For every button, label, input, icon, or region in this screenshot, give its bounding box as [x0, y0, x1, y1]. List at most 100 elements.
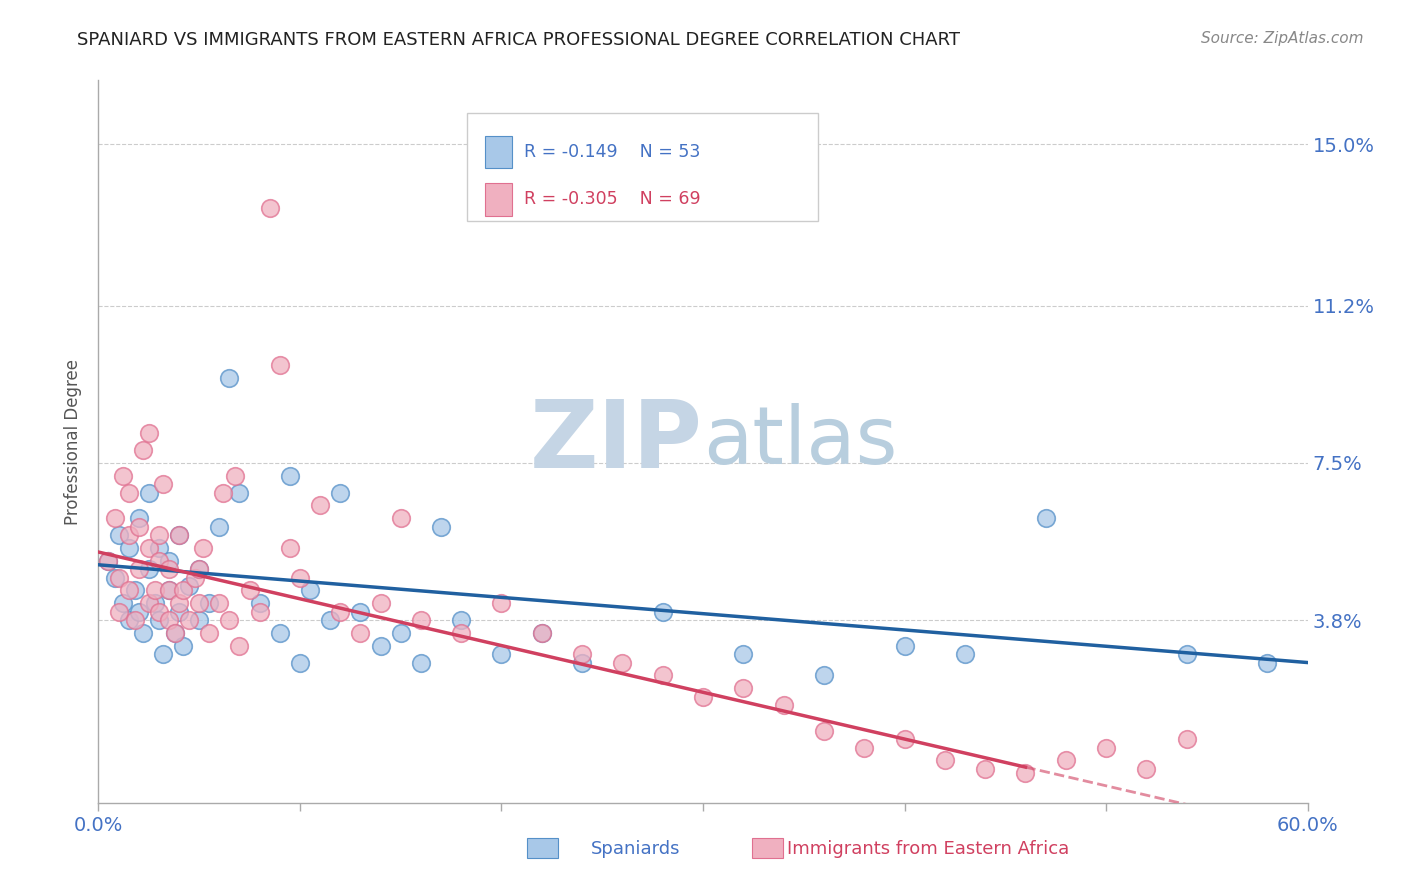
Point [172, 639, 194, 653]
Point [167, 605, 190, 619]
Point [450, 625, 472, 640]
Point [152, 477, 174, 491]
Point [370, 596, 392, 610]
Point [208, 519, 231, 533]
Point [148, 605, 170, 619]
Point [228, 485, 250, 500]
Point [269, 358, 291, 372]
Point [224, 468, 246, 483]
Point [733, 647, 755, 661]
Point [132, 625, 155, 640]
Point [228, 639, 250, 653]
Point [208, 596, 231, 610]
Point [163, 625, 186, 640]
Point [118, 528, 141, 542]
Point [450, 613, 472, 627]
Point [111, 596, 134, 610]
Point [184, 570, 207, 584]
Point [148, 553, 170, 567]
Point [138, 425, 160, 440]
Point [1175, 732, 1198, 747]
Point [157, 553, 180, 567]
Point [124, 613, 146, 627]
Point [97, 553, 120, 567]
Point [278, 468, 301, 483]
Point [167, 596, 190, 610]
Point [530, 625, 553, 640]
Point [198, 596, 221, 610]
Point [491, 596, 513, 610]
Point [138, 562, 160, 576]
Point [813, 668, 835, 682]
Point [188, 562, 211, 576]
Text: Source: ZipAtlas.com: Source: ZipAtlas.com [1201, 31, 1364, 46]
Text: Immigrants from Eastern Africa: Immigrants from Eastern Africa [787, 840, 1070, 858]
Point [239, 583, 262, 598]
Point [288, 570, 311, 584]
Point [107, 528, 129, 542]
Point [167, 528, 190, 542]
Point [430, 519, 453, 533]
Point [249, 605, 271, 619]
Point [218, 371, 240, 385]
Point [1035, 511, 1057, 525]
Point [107, 605, 129, 619]
Point [128, 511, 150, 525]
Point [103, 570, 125, 584]
Point [143, 583, 166, 598]
Point [103, 511, 125, 525]
Point [409, 656, 432, 670]
Point [179, 579, 201, 593]
Point [128, 519, 150, 533]
Point [853, 740, 876, 755]
Point [612, 656, 634, 670]
Text: ZIP: ZIP [530, 395, 703, 488]
Point [143, 596, 166, 610]
Point [118, 485, 141, 500]
Point [138, 485, 160, 500]
Point [157, 562, 180, 576]
Point [1095, 740, 1118, 755]
Point [409, 613, 432, 627]
Point [148, 528, 170, 542]
Point [813, 723, 835, 738]
Point [212, 485, 235, 500]
Point [138, 541, 160, 555]
Point [259, 201, 281, 215]
Point [319, 613, 342, 627]
Y-axis label: Professional Degree: Professional Degree [65, 359, 83, 524]
Point [118, 613, 141, 627]
Point [118, 583, 141, 598]
Point [530, 625, 553, 640]
Point [349, 605, 371, 619]
Point [148, 541, 170, 555]
Point [309, 498, 332, 512]
Point [97, 553, 120, 567]
Point [278, 541, 301, 555]
Point [389, 511, 412, 525]
Text: Spaniards: Spaniards [591, 840, 681, 858]
Point [893, 732, 915, 747]
Point [132, 443, 155, 458]
Point [370, 639, 392, 653]
Point [772, 698, 794, 712]
Point [299, 583, 322, 598]
Point [163, 625, 186, 640]
Point [733, 681, 755, 695]
Point [124, 583, 146, 598]
Point [934, 753, 956, 767]
Point [188, 562, 211, 576]
Text: R = -0.305    N = 69: R = -0.305 N = 69 [524, 190, 700, 209]
Point [198, 625, 221, 640]
Point [491, 647, 513, 661]
Text: R = -0.149    N = 53: R = -0.149 N = 53 [524, 143, 700, 161]
Point [188, 596, 211, 610]
FancyBboxPatch shape [485, 183, 512, 216]
Point [389, 625, 412, 640]
Point [118, 541, 141, 555]
Point [974, 762, 997, 776]
Point [249, 596, 271, 610]
Point [349, 625, 371, 640]
Point [148, 613, 170, 627]
Point [193, 541, 215, 555]
